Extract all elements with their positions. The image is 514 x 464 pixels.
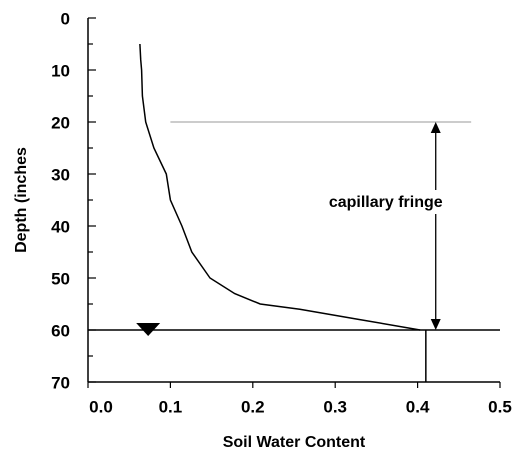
y-tick-label: 0 <box>61 9 70 28</box>
water-table-marker <box>136 323 161 336</box>
x-tick-label: 0.2 <box>241 397 265 416</box>
y-tick-label: 10 <box>51 61 70 80</box>
y-tick-label: 40 <box>51 217 70 236</box>
y-tick-label: 70 <box>51 373 70 392</box>
arrow-head <box>430 319 441 330</box>
y-tick-label: 20 <box>51 113 70 132</box>
y-tick-label: 50 <box>51 269 70 288</box>
y-tick-label: 30 <box>51 165 70 184</box>
x-tick-label: 0.4 <box>406 397 430 416</box>
y-tick-label: 60 <box>51 321 70 340</box>
arrow-head <box>430 122 441 133</box>
y-axis-title: Depth (inches <box>13 147 30 253</box>
annotation: capillary fringe <box>329 194 443 211</box>
x-tick-label: 0.5 <box>488 397 512 416</box>
x-tick-label: 0.3 <box>323 397 347 416</box>
x-axis-title: Soil Water Content <box>223 434 366 451</box>
label-bg <box>305 190 466 214</box>
data-line <box>139 43 421 331</box>
x-tick-label: 0.1 <box>159 397 183 416</box>
x-tick-label: 0.0 <box>89 397 113 416</box>
